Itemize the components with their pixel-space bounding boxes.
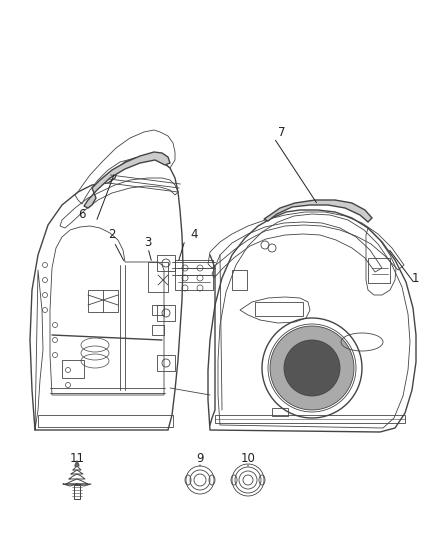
- Text: 7: 7: [278, 126, 286, 140]
- Bar: [74, 485, 80, 499]
- Bar: [215, 415, 405, 423]
- Polygon shape: [84, 152, 170, 208]
- Bar: [255, 302, 303, 316]
- Bar: [38, 415, 173, 427]
- Text: 9: 9: [196, 451, 204, 464]
- Circle shape: [284, 340, 340, 396]
- Text: 6: 6: [78, 208, 86, 222]
- Text: 11: 11: [70, 451, 85, 464]
- Text: 3: 3: [144, 236, 152, 248]
- Circle shape: [270, 326, 354, 410]
- Text: 4: 4: [190, 229, 198, 241]
- Bar: [232, 270, 247, 290]
- Bar: [272, 408, 288, 416]
- Polygon shape: [264, 200, 372, 222]
- Bar: [152, 325, 164, 335]
- Bar: [175, 260, 213, 290]
- Bar: [157, 255, 175, 271]
- Bar: [62, 360, 84, 378]
- Text: 10: 10: [240, 451, 255, 464]
- Text: 1: 1: [411, 271, 419, 285]
- Bar: [148, 262, 168, 292]
- Bar: [152, 305, 164, 315]
- Text: 2: 2: [108, 229, 116, 241]
- Bar: [88, 290, 118, 312]
- Bar: [157, 305, 175, 321]
- Bar: [157, 355, 175, 371]
- Bar: [368, 258, 390, 283]
